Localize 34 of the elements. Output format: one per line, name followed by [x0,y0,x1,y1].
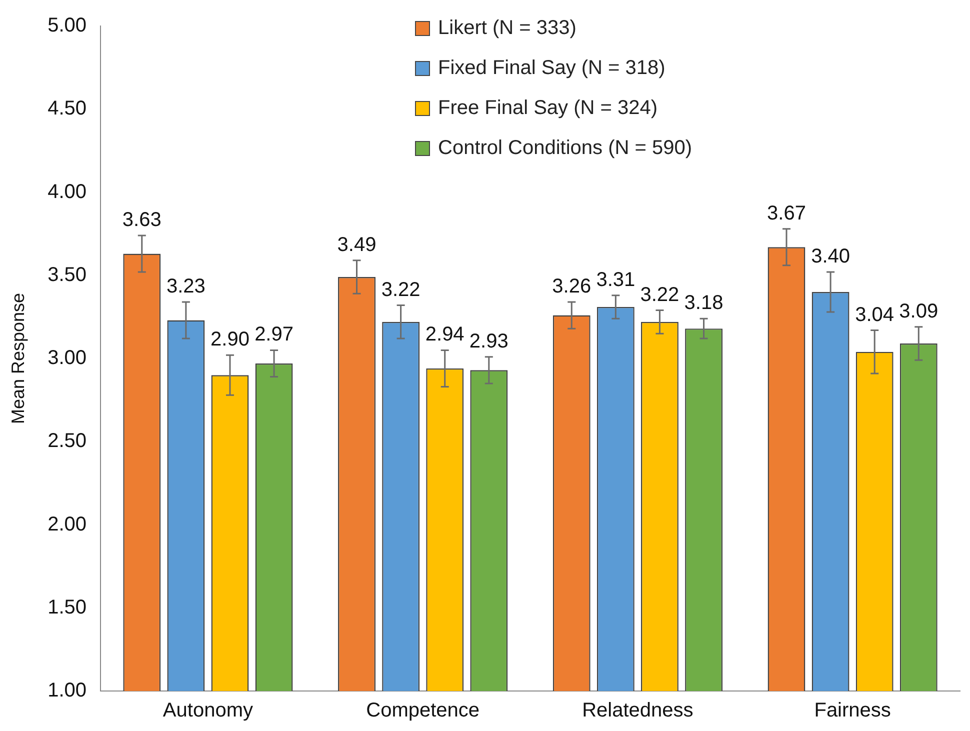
y-tick-label: 3.50 [48,264,87,286]
x-tick-label: Fairness [814,700,891,722]
data-label: 2.97 [254,324,294,346]
legend-label: Fixed Final Say (N = 318) [437,56,666,80]
data-label: 3.40 [811,246,850,268]
y-tick-label: 1.50 [48,596,87,618]
data-label: 3.63 [122,208,162,231]
y-tick-label: 2.00 [48,513,87,536]
data-label: 3.49 [337,234,376,256]
data-label: 3.26 [552,275,592,298]
y-axis-title: Mean Response [8,292,28,424]
legend-label: Free Final Say (N = 324) [437,96,659,120]
y-tick-label: 5.00 [48,14,87,37]
data-label: 3.18 [684,292,724,314]
y-tick-label: 1.00 [48,680,87,702]
data-label: 2.93 [469,330,508,352]
y-tick-label: 2.50 [48,430,87,452]
data-label: 2.94 [425,324,464,346]
data-label: 2.90 [210,328,250,351]
y-tick-label: 4.50 [48,98,87,120]
x-tick-label: Autonomy [162,700,253,722]
data-label: 3.31 [596,268,636,291]
legend-label: Control Conditions (N = 590) [437,136,692,160]
data-label: 3.09 [899,300,938,322]
data-label: 3.22 [640,284,680,306]
y-tick-label: 3.00 [48,347,87,370]
data-label: 3.67 [767,202,806,224]
y-tick-label: 4.00 [48,180,87,203]
data-label: 3.22 [381,278,420,301]
data-label: 3.04 [855,304,894,326]
data-label: 3.23 [166,275,206,298]
legend-label: Likert (N = 333) [437,16,578,40]
x-tick-label: Relatedness [582,700,694,722]
x-tick-label: Competence [366,700,480,722]
